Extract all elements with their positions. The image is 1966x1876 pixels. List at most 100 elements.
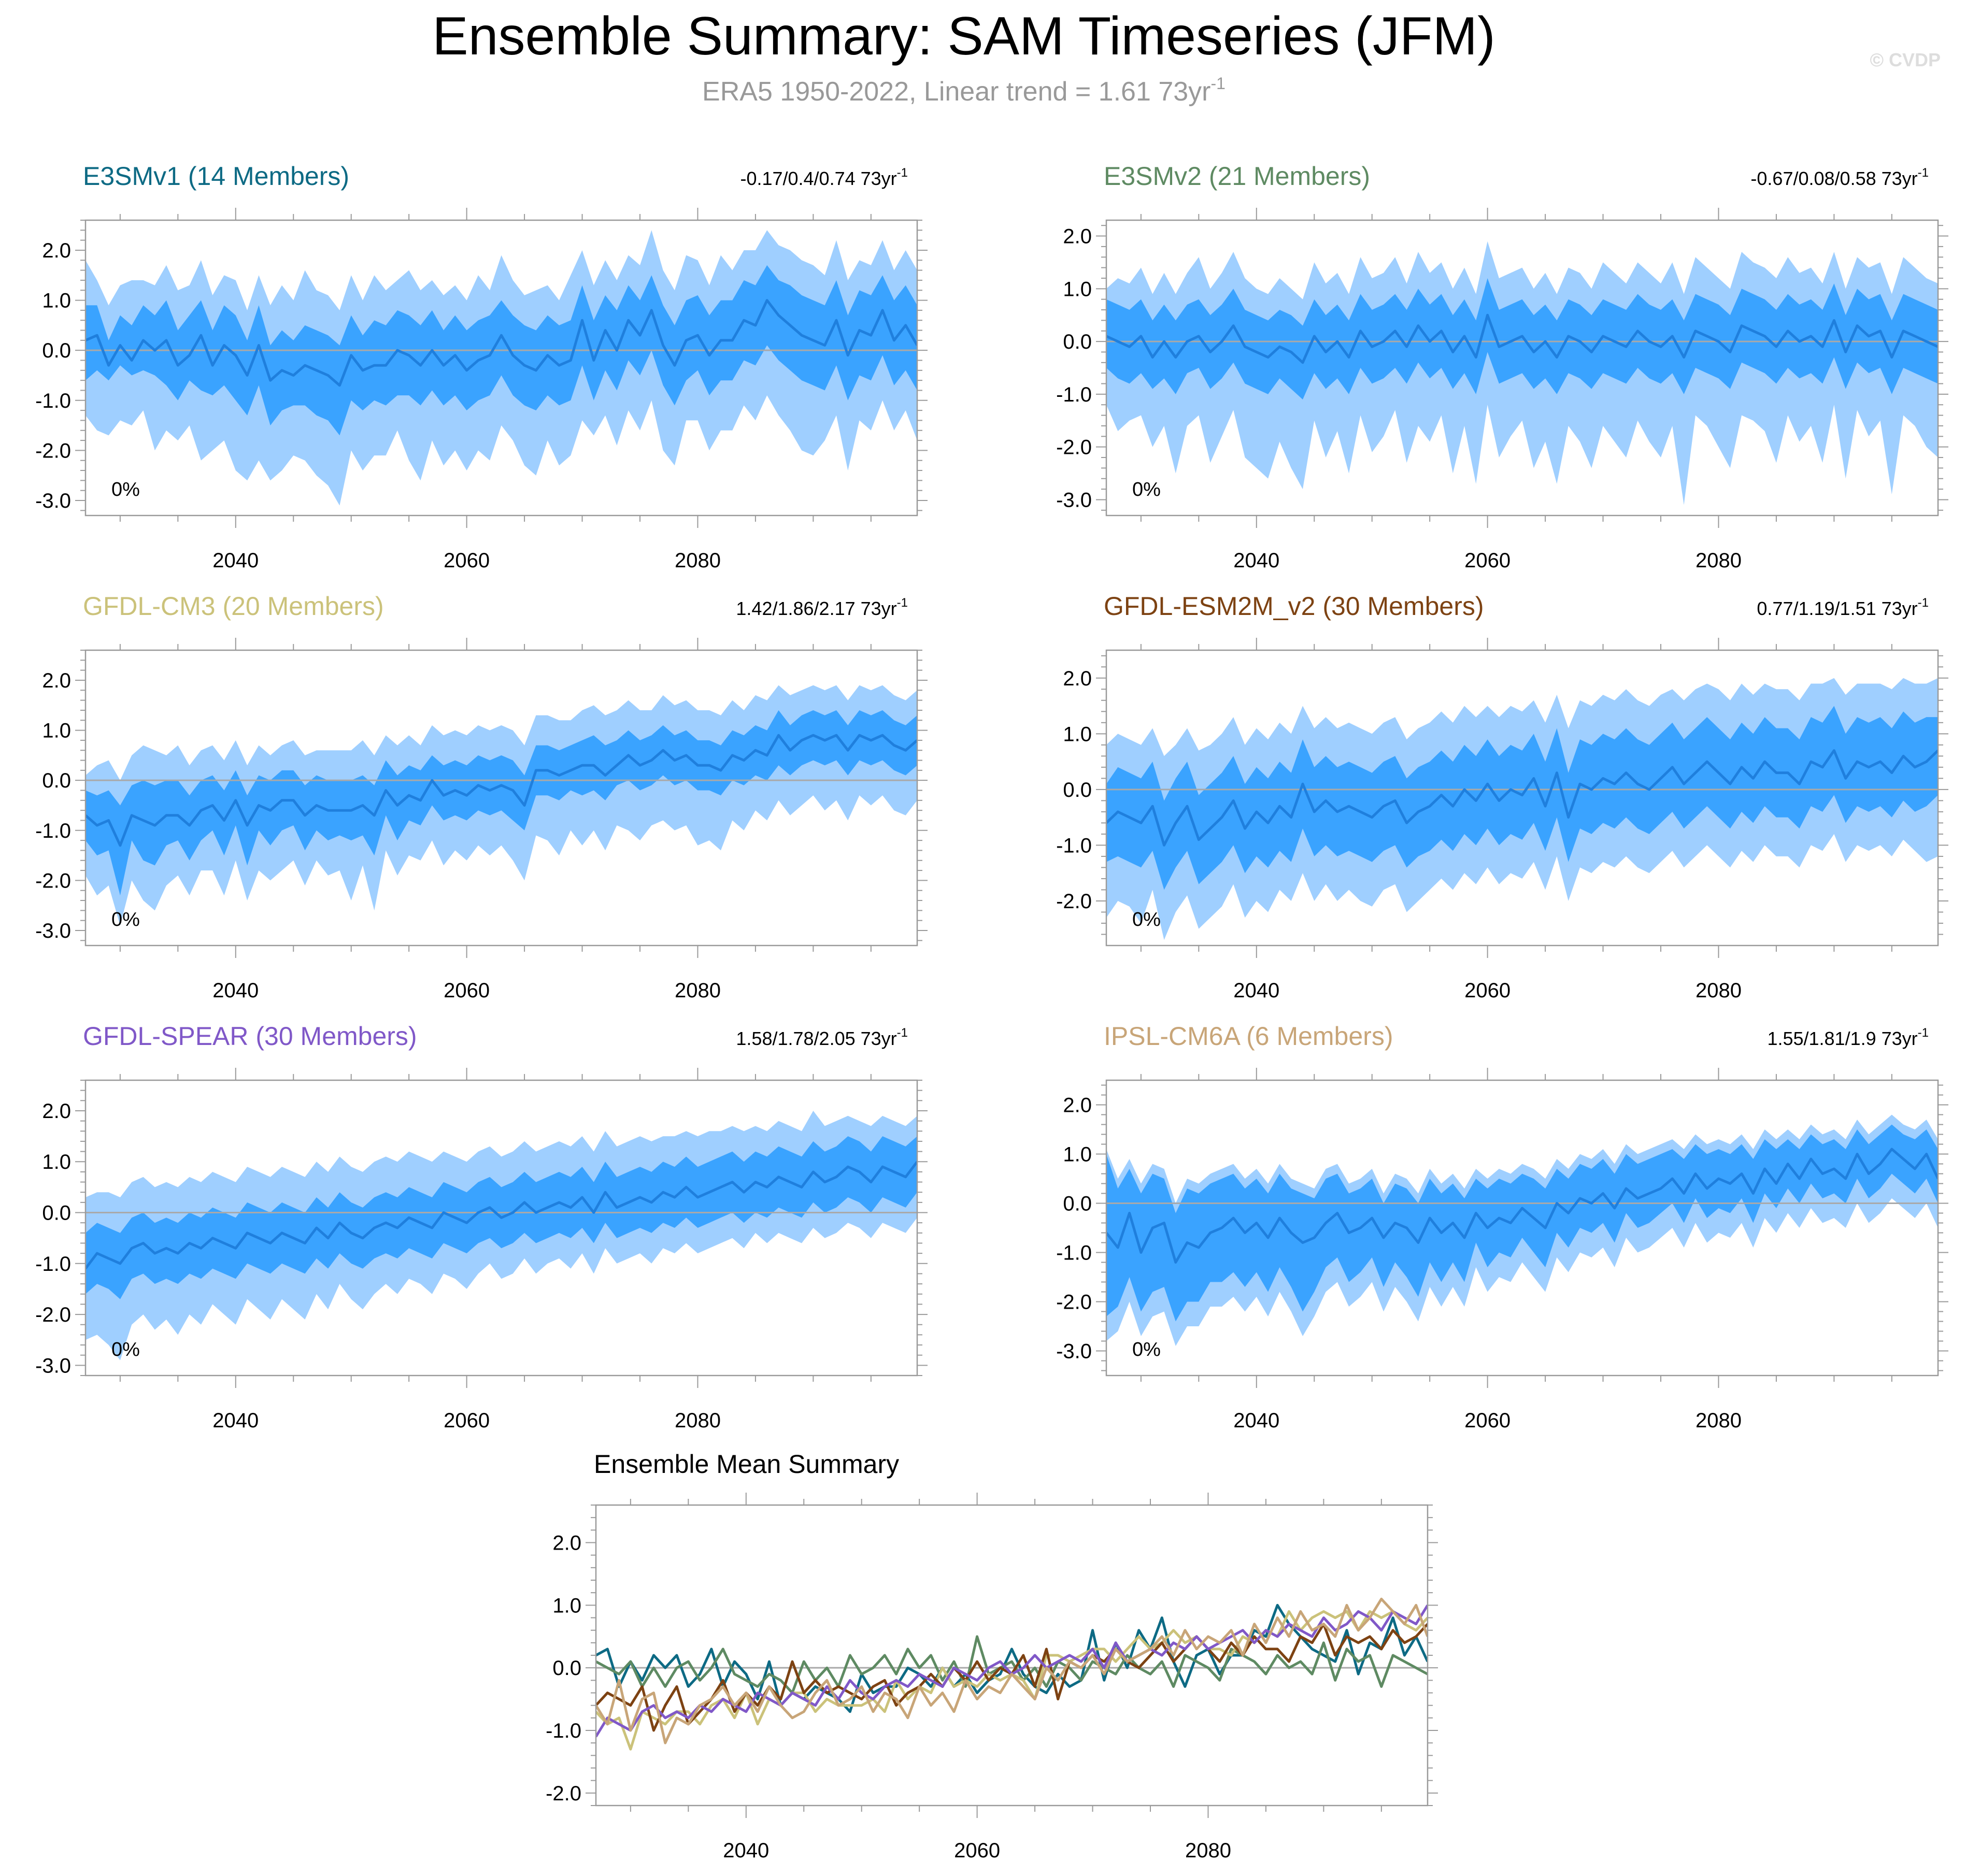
ensemble-mean-line: [1106, 749, 1938, 847]
data-layer: [86, 230, 917, 506]
x-tick-label: 2040: [723, 1839, 769, 1862]
x-tick-label: 2040: [212, 549, 259, 572]
panel-gfdl-cm3: GFDL-CM3 (20 Members) 1.42/1.86/2.17 73yr…: [35, 592, 928, 1002]
data-layer: [1106, 1114, 1938, 1346]
trend-superscript: -1: [1918, 166, 1929, 180]
trend-label: -0.17/0.4/0.74 73yr-1: [740, 166, 908, 189]
y-tick-label: 1.0: [1063, 278, 1092, 300]
panels-group: E3SMv1 (14 Members) -0.17/0.4/0.74 73yr-1…: [35, 162, 1948, 1862]
trend-value: 0.77/1.19/1.51 73yr: [1757, 598, 1917, 619]
panel-gfdl-esm2m-v2: GFDL-ESM2M_v2 (30 Members) 0.77/1.19/1.51…: [1056, 592, 1948, 1002]
data-layer: [596, 1597, 1428, 1751]
y-tick-label: 2.0: [1063, 667, 1092, 690]
percentile-band: [86, 710, 917, 896]
panel-title: E3SMv1 (14 Members): [83, 162, 349, 191]
ensemble-mean-line: [86, 734, 917, 847]
panel-title: GFDL-ESM2M_v2 (30 Members): [1104, 592, 1484, 621]
y-tick-label: -2.0: [546, 1782, 581, 1805]
x-tick-label: 2080: [1696, 979, 1742, 1002]
y-tick-label: -3.0: [1056, 489, 1092, 511]
figure-subtitle: ERA5 1950-2022, Linear trend = 1.61 73yr…: [702, 74, 1226, 107]
percent-label: 0%: [111, 479, 140, 500]
y-tick-label: -1.0: [1056, 834, 1092, 857]
percentile-band: [1106, 706, 1938, 890]
y-tick-label: 0.0: [42, 339, 71, 362]
trend-superscript: -1: [897, 596, 908, 610]
panel-ensemble-mean: Ensemble Mean Summary 2.0 1.0 0.0 -1.0 -2.0 20…: [546, 1450, 1438, 1862]
series-line-ipsl-cm6a: [596, 1597, 1428, 1744]
data-layer: [1106, 241, 1938, 505]
figure-title: Ensemble Summary: SAM Timeseries (JFM): [432, 6, 1495, 66]
plot-background: [596, 1505, 1428, 1806]
x-tick-label: 2060: [1464, 1409, 1511, 1432]
y-tick-label: -1.0: [1056, 383, 1092, 406]
trend-label: 1.55/1.81/1.9 73yr-1: [1767, 1026, 1929, 1049]
y-tick-label: 0.0: [1063, 331, 1092, 353]
plot-frame: [1105, 219, 1939, 517]
y-tick-label: 2.0: [42, 669, 71, 692]
y-tick-label: 2.0: [552, 1532, 581, 1555]
x-tick-label: 2040: [212, 1409, 259, 1432]
y-tick-label: 1.0: [42, 1151, 71, 1173]
y-tick-label: -1.0: [35, 390, 71, 412]
y-tick-label: -1.0: [1056, 1242, 1092, 1265]
y-tick-label: 2.0: [42, 1100, 71, 1123]
y-tick-label: -2.0: [1056, 436, 1092, 459]
y-tick-label: -3.0: [35, 490, 71, 512]
y-tick-label: 0.0: [1063, 1193, 1092, 1215]
panel-gfdl-spear: GFDL-SPEAR (30 Members) 1.58/1.78/2.05 73…: [35, 1022, 928, 1432]
trend-label: 1.58/1.78/2.05 73yr-1: [736, 1026, 908, 1049]
percent-label: 0%: [1132, 479, 1161, 500]
y-tick-label: 2.0: [1063, 1094, 1092, 1117]
x-tick-label: 2040: [212, 979, 259, 1002]
percent-label: 0%: [111, 1339, 140, 1361]
x-tick-label: 2080: [1696, 549, 1742, 572]
trend-label: -0.67/0.08/0.58 73yr-1: [1750, 166, 1929, 189]
subtitle-superscript: -1: [1211, 74, 1226, 93]
trend-superscript: -1: [1918, 1026, 1929, 1040]
plot-frame: [1105, 1079, 1939, 1377]
ensemble-mean-line: [86, 299, 917, 387]
panel-title: GFDL-CM3 (20 Members): [83, 592, 384, 621]
plot-frame: [84, 649, 918, 947]
y-tick-label: -2.0: [35, 439, 71, 462]
y-tick-label: -2.0: [1056, 1291, 1092, 1314]
x-tick-label: 2080: [675, 549, 721, 572]
trend-value: 1.55/1.81/1.9 73yr: [1767, 1028, 1917, 1049]
y-tick-label: 0.0: [42, 769, 71, 792]
y-tick-label: -3.0: [1056, 1340, 1092, 1363]
y-tick-label: 1.0: [42, 290, 71, 312]
x-tick-label: 2040: [1233, 549, 1279, 572]
trend-value: 1.58/1.78/2.05 73yr: [736, 1028, 896, 1049]
x-tick-label: 2060: [444, 1409, 490, 1432]
trend-value: -0.67/0.08/0.58 73yr: [1750, 168, 1917, 189]
y-tick-label: 2.0: [1063, 225, 1092, 248]
panel-e3smv2: E3SMv2 (21 Members) -0.67/0.08/0.58 73yr-…: [1056, 162, 1948, 572]
x-tick-label: 2060: [444, 979, 490, 1002]
y-tick-label: -2.0: [35, 1304, 71, 1326]
x-tick-label: 2060: [444, 549, 490, 572]
panel-title: Ensemble Mean Summary: [594, 1450, 899, 1479]
x-tick-label: 2080: [675, 1409, 721, 1432]
subtitle-text: ERA5 1950-2022, Linear trend = 1.61 73yr: [702, 77, 1210, 107]
x-tick-label: 2040: [1233, 1409, 1279, 1432]
y-tick-label: -3.0: [35, 1354, 71, 1377]
ensemble-mean-line: [86, 1161, 917, 1270]
y-tick-label: 1.0: [42, 720, 71, 742]
y-tick-label: -3.0: [35, 920, 71, 942]
y-tick-label: 1.0: [1063, 723, 1092, 746]
x-tick-label: 2060: [1464, 549, 1511, 572]
x-tick-label: 2060: [1464, 979, 1511, 1002]
trend-value: 1.42/1.86/2.17 73yr: [736, 598, 896, 619]
trend-superscript: -1: [1918, 596, 1929, 610]
panel-title: E3SMv2 (21 Members): [1104, 162, 1370, 191]
y-tick-label: 1.0: [1063, 1143, 1092, 1166]
plot-frame: [1105, 649, 1939, 947]
trend-value: -0.17/0.4/0.74 73yr: [740, 168, 896, 189]
y-tick-label: -1.0: [35, 1253, 71, 1276]
x-tick-label: 2080: [1185, 1839, 1231, 1862]
y-tick-label: -1.0: [546, 1720, 581, 1742]
ensemble-mean-line: [1106, 313, 1938, 364]
percentile-band: [1106, 1124, 1938, 1322]
